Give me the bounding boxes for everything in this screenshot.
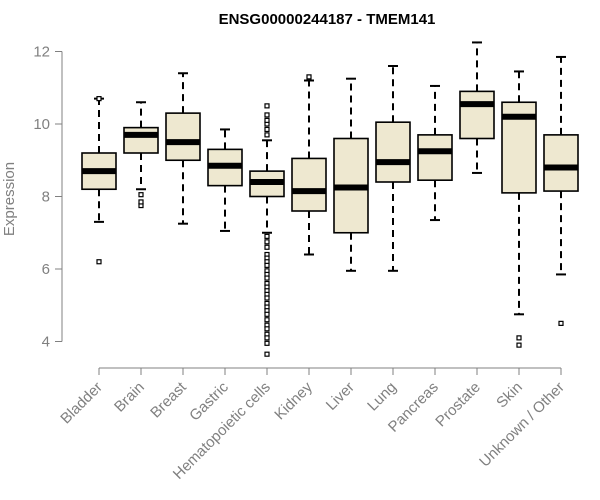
boxes-layer: [81, 41, 579, 357]
outlier-point: [264, 132, 270, 138]
outlier-point: [264, 117, 270, 123]
outlier-point: [264, 340, 270, 346]
x-tick-label: Breast: [147, 378, 190, 421]
outlier-point: [264, 317, 270, 323]
box-group: [375, 65, 411, 272]
x-tick-label: Liver: [323, 379, 358, 414]
iqr-box: [165, 112, 201, 162]
outlier-point: [264, 311, 270, 317]
y-axis-label: Expression: [1, 162, 18, 236]
x-tick-label: Kidney: [271, 378, 316, 423]
x-tick-label: Skin: [493, 379, 526, 412]
chart-title: ENSG00000244187 - TMEM141: [219, 11, 436, 28]
y-tick-label: 10: [33, 116, 50, 133]
outlier-point: [264, 351, 270, 357]
outlier-point: [264, 335, 270, 341]
box-group: [249, 103, 285, 357]
box-group: [417, 84, 453, 222]
outlier-point: [558, 320, 564, 326]
box-group: [165, 72, 201, 225]
outlier-point: [138, 199, 144, 205]
outlier-point: [264, 326, 270, 332]
outlier-point: [96, 96, 102, 102]
y-tick-label: 4: [42, 334, 50, 351]
x-tick-label: Lung: [364, 379, 400, 415]
outlier-point: [138, 192, 144, 198]
iqr-box: [291, 157, 327, 212]
outlier-point: [264, 244, 270, 250]
outlier-point: [264, 126, 270, 133]
box-group: [501, 70, 537, 348]
box-group: [291, 74, 327, 256]
box-group: [81, 96, 117, 265]
outlier-point: [264, 295, 270, 301]
outlier-point: [264, 275, 270, 281]
outlier-point: [264, 262, 270, 268]
x-tick-label: Prostate: [432, 379, 484, 431]
y-axis: 4 6 8 10 12: [33, 44, 63, 351]
y-tick-label: 8: [42, 189, 50, 206]
iqr-box: [543, 134, 579, 192]
iqr-box: [417, 134, 453, 181]
outlier-point: [264, 233, 270, 239]
box-group: [123, 101, 159, 209]
outlier-point: [264, 112, 270, 118]
iqr-box: [123, 126, 159, 154]
outlier-point: [516, 335, 522, 341]
box-group: [207, 128, 243, 232]
box-group: [543, 55, 579, 326]
outlier-point: [306, 74, 312, 80]
outlier-point: [516, 342, 522, 348]
x-tick-label: Brain: [111, 379, 148, 416]
x-tick-label: Bladder: [57, 379, 106, 428]
outlier-point: [96, 259, 102, 265]
y-tick-label: 6: [42, 261, 50, 278]
box-group: [333, 77, 369, 272]
outlier-point: [264, 103, 270, 109]
outlier-point: [264, 239, 270, 245]
iqr-box: [375, 121, 411, 183]
y-tick-label: 12: [33, 44, 50, 61]
box-group: [459, 41, 495, 174]
iqr-box: [459, 90, 495, 140]
